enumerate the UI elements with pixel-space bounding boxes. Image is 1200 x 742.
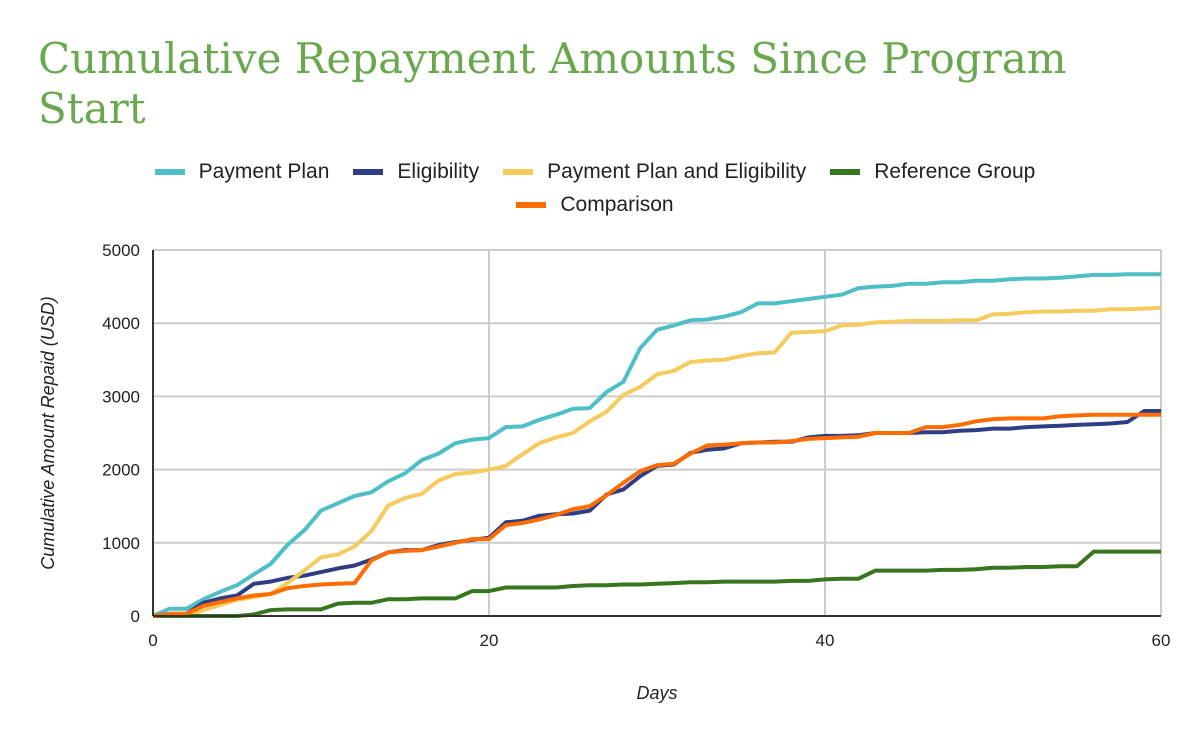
legend-swatch bbox=[503, 168, 534, 175]
series-line-payment-plan bbox=[152, 272, 1161, 618]
legend-label: Comparison bbox=[560, 192, 674, 216]
x-axis-title: Days bbox=[636, 683, 677, 703]
legend-label: Reference Group bbox=[874, 159, 1036, 183]
legend-swatch bbox=[830, 168, 861, 175]
legend-label: Payment Plan and Eligibility bbox=[547, 159, 807, 183]
y-axis-title: Cumulative Amount Repaid (USD) bbox=[38, 296, 58, 569]
legend-swatch bbox=[154, 168, 185, 175]
x-tick-label: 60 bbox=[1152, 631, 1171, 650]
series-line-payment-plan-and-eligibility bbox=[153, 305, 1162, 618]
y-tick-label: 4000 bbox=[102, 314, 140, 333]
legend-item-payment-plan: Payment Plan bbox=[154, 159, 330, 184]
legend-label: Payment Plan bbox=[198, 159, 330, 183]
x-tick-label: 20 bbox=[480, 631, 499, 650]
y-tick-label: 5000 bbox=[102, 241, 140, 260]
legend-item-reference-group: Reference Group bbox=[830, 160, 1035, 184]
legend-item-eligibility: Eligibility bbox=[353, 160, 479, 184]
y-tick-label: 0 bbox=[131, 607, 140, 626]
series-line-reference-group bbox=[153, 549, 1161, 618]
legend-item-comparison: Comparison bbox=[516, 192, 674, 217]
y-tick-label: 2000 bbox=[102, 461, 140, 480]
legend: Payment Plan Eligibility Payment Plan an… bbox=[0, 155, 1200, 221]
legend-label: Eligibility bbox=[397, 159, 480, 183]
y-tick-label: 3000 bbox=[102, 387, 140, 406]
chart-title: Cumulative Repayment Amounts Since Progr… bbox=[38, 34, 1067, 133]
legend-swatch bbox=[516, 201, 547, 208]
x-tick-label: 40 bbox=[816, 631, 835, 650]
legend-item-payment-plan-and-eligibility: Payment Plan and Eligibility bbox=[503, 160, 806, 184]
series-line-comparison bbox=[152, 412, 1161, 618]
legend-swatch bbox=[353, 168, 384, 175]
y-tick-label: 1000 bbox=[102, 534, 140, 553]
x-tick-label: 0 bbox=[148, 631, 157, 650]
